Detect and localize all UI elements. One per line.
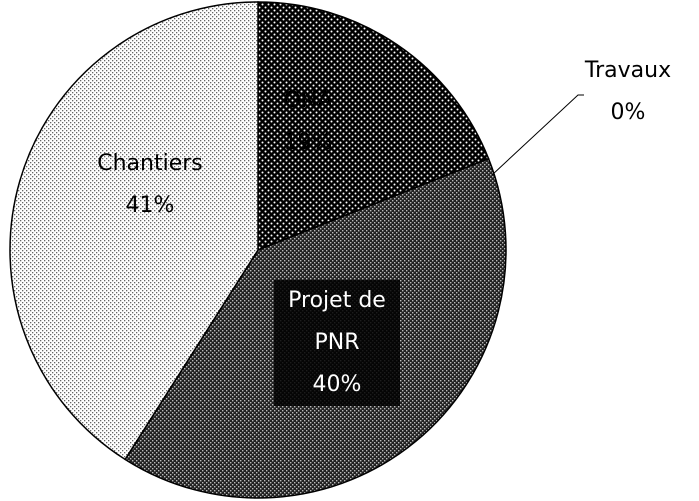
category-label: Travaux	[584, 58, 672, 83]
leader-line	[491, 94, 584, 176]
category-label: Chantiers	[97, 151, 203, 176]
slice-label: Travaux 0%	[585, 50, 671, 134]
slice-label: ONA 19%	[284, 80, 333, 164]
slice-label: Chantiers 41%	[97, 143, 203, 227]
value-label: 40%	[312, 372, 362, 397]
value-label: 0%	[610, 100, 646, 125]
category-label: Projet de PNR	[288, 288, 386, 355]
pie-slice	[9, 1, 259, 461]
value-label: 41%	[125, 193, 175, 218]
slice-label: Projet de PNR 40%	[274, 280, 400, 406]
value-label: 19%	[283, 130, 333, 155]
pie-slice	[257, 1, 490, 252]
category-label: ONA	[283, 88, 333, 113]
